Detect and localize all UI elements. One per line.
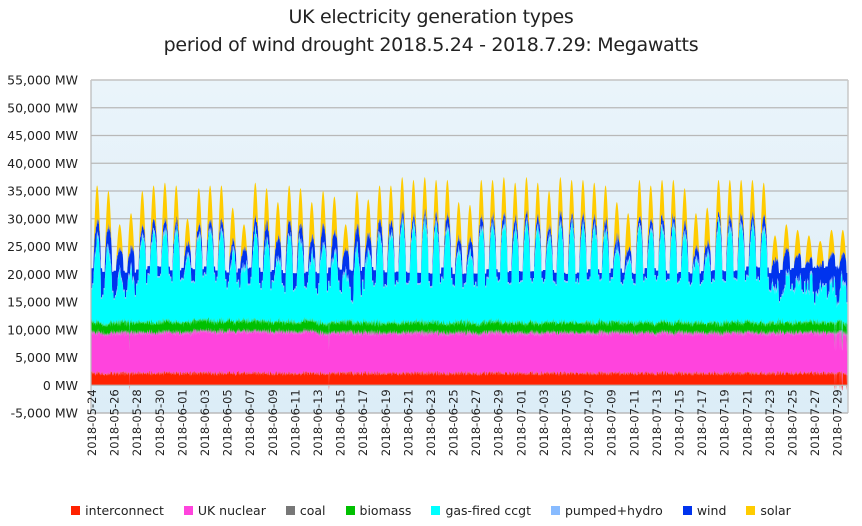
y-tick-label: 50,000 MW [7,100,78,115]
x-tick-label: 2018-05-28 [130,389,144,456]
legend-item: gas-fired ccgt [431,503,531,518]
legend-label: gas-fired ccgt [445,503,531,518]
x-tick-label: 2018-07-21 [740,389,754,456]
series-areas [91,177,848,391]
y-tick-label: 40,000 MW [7,156,78,171]
y-tick-label: 15,000 MW [7,295,78,310]
y-tick-label: 30,000 MW [7,211,78,226]
legend-item: coal [285,503,326,518]
legend-swatch [71,506,81,515]
area-uk-nuclear [91,328,848,391]
x-tick-label: 2018-06-29 [492,389,506,456]
legend-label: solar [760,503,791,518]
y-tick-label: 20,000 MW [7,267,78,282]
x-tick-label: 2018-07-07 [582,389,596,456]
y-axis-ticks: -5,000 MW 0 MW 5,000 MW 10,000 MW 15,000 MW 2… [7,73,78,421]
y-tick-label: 55,000 MW [7,73,78,88]
x-tick-label: 2018-06-13 [311,389,325,456]
x-tick-label: 2018-05-30 [153,389,167,456]
x-tick-label: 2018-07-03 [537,389,551,456]
legend-label: UK nuclear [197,503,266,518]
chart-title: UK electricity generation types [288,6,574,28]
y-tick-label: 25,000 MW [7,239,78,254]
legend: interconnect UK nuclear coal biomass gas-fir… [0,503,862,518]
legend-swatch [746,506,756,515]
legend-swatch [183,506,193,515]
legend-item: wind [682,503,727,518]
x-tick-label: 2018-06-19 [379,389,393,456]
area-interconnect [91,370,848,391]
y-tick-label: 0 MW [43,378,78,393]
x-axis-ticks: 2018-05-24 2018-05-26 2018-05-28 2018-05-30… [85,389,845,456]
x-tick-label: 2018-07-25 [786,389,800,456]
legend-item: solar [746,503,791,518]
x-tick-label: 2018-07-19 [718,389,732,456]
x-tick-label: 2018-07-09 [605,389,619,456]
legend-item: pumped+hydro [550,503,663,518]
legend-item: biomass [345,503,412,518]
x-tick-label: 2018-06-01 [175,389,189,456]
x-tick-label: 2018-06-23 [424,389,438,456]
x-tick-label: 2018-05-24 [85,389,99,456]
x-tick-label: 2018-07-29 [831,389,845,456]
area-wind [91,208,848,307]
x-tick-label: 2018-07-01 [514,389,528,456]
y-tick-label: -5,000 MW [11,406,78,421]
x-tick-label: 2018-07-23 [763,389,777,456]
x-tick-label: 2018-06-21 [401,389,415,456]
x-tick-label: 2018-06-09 [266,389,280,456]
x-tick-label: 2018-06-07 [243,389,257,456]
area-biomass [91,316,848,352]
x-tick-label: 2018-06-03 [198,389,212,456]
x-tick-label: 2018-07-15 [673,389,687,456]
area-pumped-hydro [91,215,848,309]
x-tick-label: 2018-07-05 [560,389,574,456]
y-tick-label: 5,000 MW [15,350,78,365]
x-tick-label: 2018-06-17 [356,389,370,456]
y-tick-label: 45,000 MW [7,128,78,143]
x-tick-label: 2018-07-11 [627,389,641,456]
x-tick-label: 2018-06-15 [334,389,348,456]
legend-item: interconnect [71,503,164,518]
legend-item: UK nuclear [183,503,266,518]
axes [90,79,849,414]
legend-label: wind [696,503,727,518]
y-tick-label: 10,000 MW [7,322,78,337]
legend-swatch [682,506,692,515]
x-tick-label: 2018-07-17 [695,389,709,456]
legend-label: pumped+hydro [564,503,663,518]
x-tick-label: 2018-06-11 [288,389,302,456]
legend-label: biomass [359,503,412,518]
legend-label: coal [299,503,326,518]
legend-label: interconnect [85,503,164,518]
area-gas-fired-ccgt [91,216,848,343]
x-tick-label: 2018-06-05 [221,389,235,456]
y-tick-label: 35,000 MW [7,184,78,199]
chart-subtitle: period of wind drought 2018.5.24 - 2018.… [163,34,699,56]
legend-swatch [345,506,355,515]
x-tick-label: 2018-06-27 [469,389,483,456]
area-solar [91,177,848,275]
x-tick-label: 2018-07-13 [650,389,664,456]
x-tick-label: 2018-07-27 [808,389,822,456]
x-tick-label: 2018-05-26 [108,389,122,456]
legend-swatch [285,506,295,515]
legend-swatch [550,506,560,515]
legend-swatch [431,506,441,515]
x-tick-label: 2018-06-25 [447,389,461,456]
